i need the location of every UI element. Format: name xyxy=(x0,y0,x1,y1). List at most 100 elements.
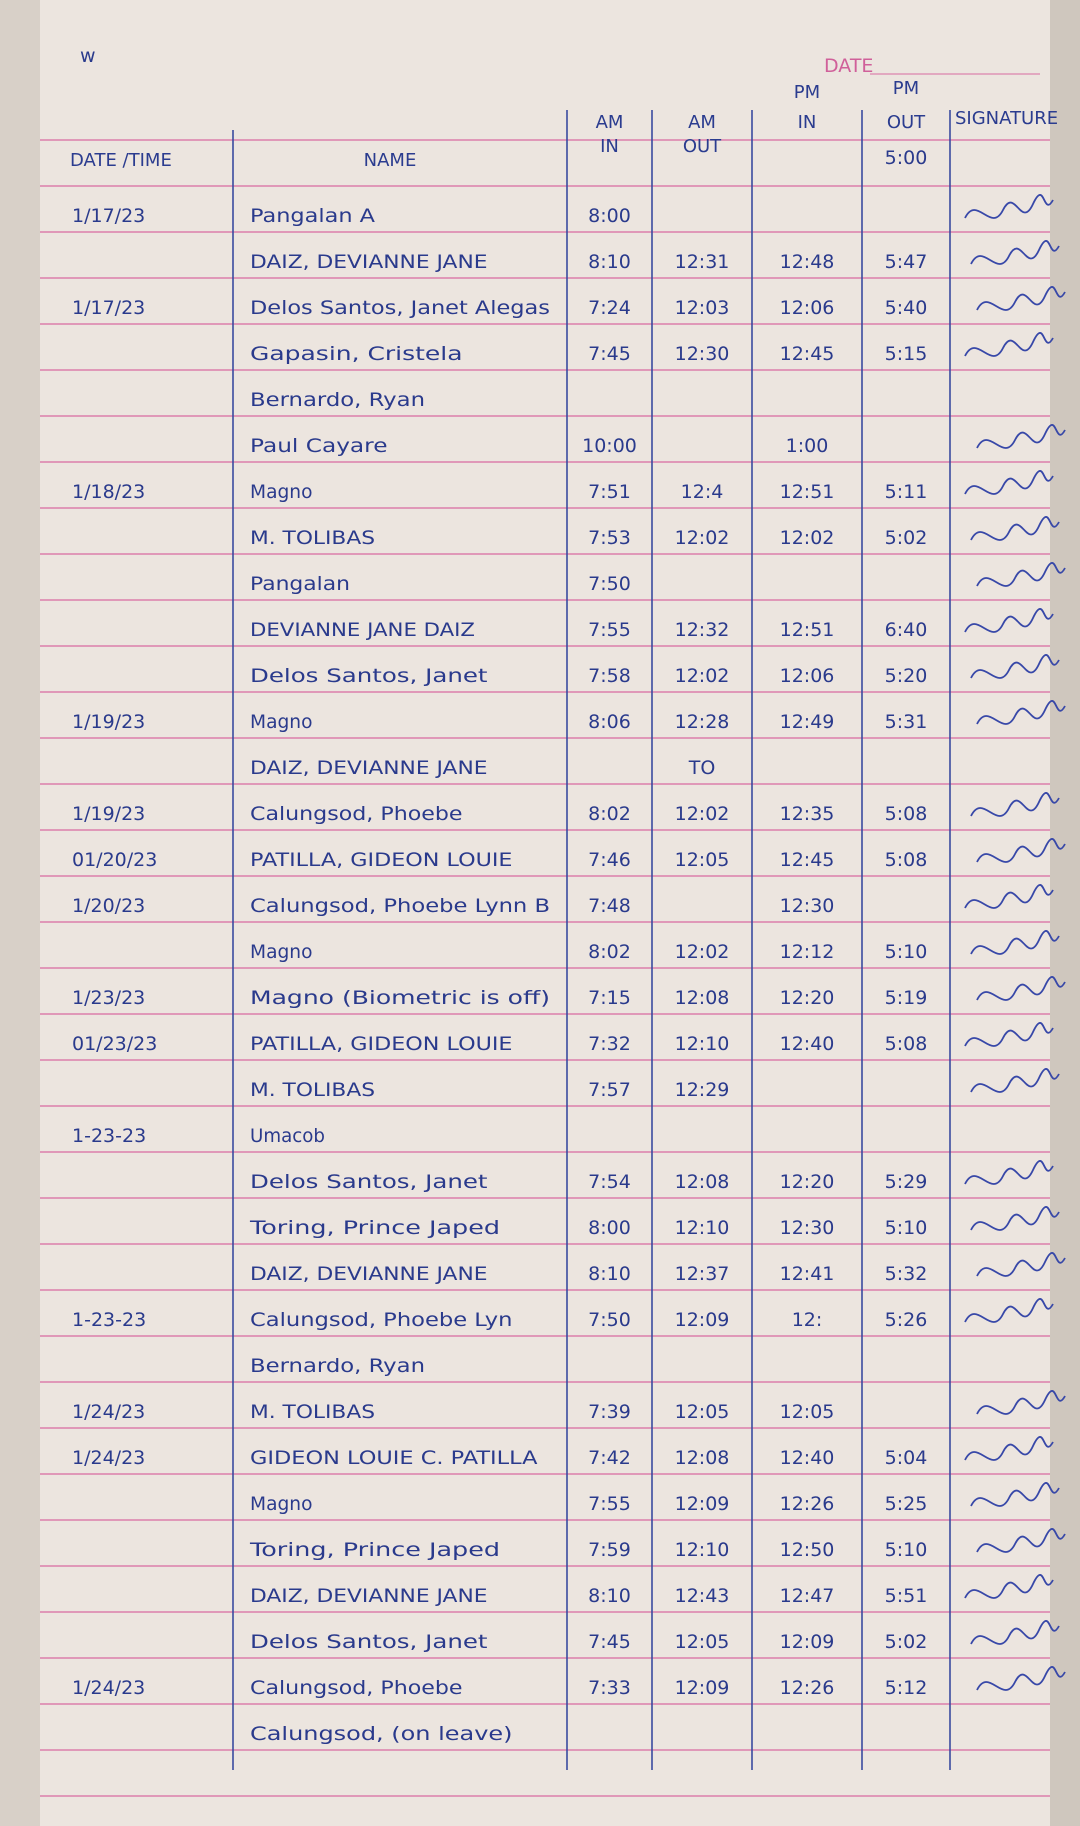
column-header: OUT xyxy=(887,112,926,133)
group-header: PM xyxy=(893,78,919,99)
time-am-in: 7:48 xyxy=(588,895,631,917)
row-name: Magno (Biometric is off) xyxy=(250,987,550,1009)
time-pm-in: 12:12 xyxy=(780,941,835,963)
row-date: 1/18/23 xyxy=(72,481,145,503)
time-pm-out: 5:26 xyxy=(885,1309,928,1331)
time-pm-out: 5:10 xyxy=(885,941,928,963)
time-am-in: 7:39 xyxy=(588,1401,631,1423)
time-am-out: 12:10 xyxy=(675,1217,730,1239)
time-am-in: 8:02 xyxy=(588,803,631,825)
time-am-in: 8:10 xyxy=(588,1263,631,1285)
ruling xyxy=(40,110,1050,1797)
time-am-out: 12:4 xyxy=(681,481,724,503)
signature-scribble xyxy=(976,1666,1066,1691)
time-am-in: 8:10 xyxy=(588,251,631,273)
time-pm-out: 5:12 xyxy=(885,1677,928,1699)
time-am-out: 12:43 xyxy=(675,1585,730,1607)
row-name: M. TOLIBAS xyxy=(250,1401,375,1423)
column-header: IN xyxy=(798,112,817,133)
signature-scribble xyxy=(964,1298,1054,1323)
row-name: Bernardo, Ryan xyxy=(250,1355,425,1377)
row-date: 1/17/23 xyxy=(72,297,145,319)
time-am-in: 7:42 xyxy=(588,1447,631,1469)
time-am-in: 7:55 xyxy=(588,619,631,641)
signature-scribble xyxy=(976,838,1066,863)
time-pm-in: 12:41 xyxy=(780,1263,835,1285)
row-name: Magno xyxy=(250,481,313,503)
time-pm-out: 5:25 xyxy=(885,1493,928,1515)
row-name: PATILLA, GIDEON LOUIE xyxy=(250,1033,513,1055)
time-am-out: 12:02 xyxy=(675,527,730,549)
time-am-in: 8:10 xyxy=(588,1585,631,1607)
signature-scribble xyxy=(964,608,1054,633)
time-pm-out: 5:31 xyxy=(885,711,928,733)
row-name: DEVIANNE JANE DAIZ xyxy=(250,619,475,641)
time-pm-in: 12:20 xyxy=(780,1171,835,1193)
signature-scribble xyxy=(970,1206,1060,1231)
time-am-out: 12:31 xyxy=(675,251,730,273)
time-pm-out: 5:10 xyxy=(885,1539,928,1561)
signature-scribble xyxy=(970,1620,1060,1645)
signature-scribble xyxy=(964,194,1054,219)
group-header: PM xyxy=(794,82,820,103)
entries: AM AM PM PM DATE /TIME NAME IN OUT IN OUT SIGNATUR… xyxy=(70,78,1066,1745)
time-am-out: 12:05 xyxy=(675,1401,730,1423)
time-pm-in: 12:50 xyxy=(780,1539,835,1561)
time-am-out: 12:02 xyxy=(675,941,730,963)
time-am-in: 7:45 xyxy=(588,343,631,365)
row-name: Calungsod, Phoebe Lyn xyxy=(250,1309,513,1331)
row-name: Calungsod, Phoebe xyxy=(250,803,463,825)
time-am-out: 12:10 xyxy=(675,1033,730,1055)
time-pm-in: 12:02 xyxy=(780,527,835,549)
row-name: PATILLA, GIDEON LOUIE xyxy=(250,849,513,871)
signature-scribble xyxy=(964,470,1054,495)
time-pm-in: 12:45 xyxy=(780,849,835,871)
row-name: Gapasin, Cristela xyxy=(250,343,463,365)
row-date: 01/20/23 xyxy=(72,849,157,871)
row-name: Toring, Prince Japed xyxy=(249,1217,500,1239)
time-pm-out: 5:51 xyxy=(885,1585,928,1607)
time-am-out: 12:08 xyxy=(675,987,730,1009)
row-date: 1/17/23 xyxy=(72,205,145,227)
time-pm-out: 5:32 xyxy=(885,1263,928,1285)
time-pm-out: 6:40 xyxy=(885,619,928,641)
row-date: 1/24/23 xyxy=(72,1401,145,1423)
time-am-in: 7:59 xyxy=(588,1539,631,1561)
row-name: Calungsod, Phoebe xyxy=(250,1677,463,1699)
time-pm-in: 12:49 xyxy=(780,711,835,733)
row-name: Magno xyxy=(250,1493,313,1515)
time-pm-out: 5:08 xyxy=(885,1033,928,1055)
row-name: Toring, Prince Japed xyxy=(249,1539,500,1561)
page-edge xyxy=(1050,0,1080,1826)
signature-scribble xyxy=(970,516,1060,541)
column-header: IN xyxy=(600,136,619,157)
row-name: Delos Santos, Janet xyxy=(250,665,488,687)
row-date: 01/23/23 xyxy=(72,1033,157,1055)
time-am-in: 7:46 xyxy=(588,849,631,871)
time-pm-in: 12:20 xyxy=(780,987,835,1009)
time-pm-in: 12:40 xyxy=(780,1447,835,1469)
time-am-out: 12:08 xyxy=(675,1447,730,1469)
column-header: SIGNATURE xyxy=(955,108,1058,129)
time-am-in: 7:33 xyxy=(588,1677,631,1699)
time-am-in: 7:58 xyxy=(588,665,631,687)
group-header: AM xyxy=(688,112,716,133)
signature-scribble xyxy=(964,1436,1054,1461)
signature-scribble xyxy=(976,1390,1066,1415)
group-header: AM xyxy=(596,112,624,133)
signature-scribble xyxy=(970,1068,1060,1093)
time-pm-out: 5:08 xyxy=(885,849,928,871)
time-pm-in: 12:47 xyxy=(780,1585,835,1607)
row-name: Delos Santos, Janet xyxy=(250,1171,488,1193)
time-am-out: 12:05 xyxy=(675,1631,730,1653)
time-pm-in: 12:48 xyxy=(780,251,835,273)
row-name: Delos Santos, Janet xyxy=(250,1631,488,1653)
signature-scribble xyxy=(976,1252,1066,1277)
time-pm-in: 12:06 xyxy=(780,665,835,687)
time-am-in: 10:00 xyxy=(582,435,637,457)
row-name: DAIZ, DEVIANNE JANE xyxy=(250,1263,488,1285)
row-name: DAIZ, DEVIANNE JANE xyxy=(250,757,488,779)
time-am-out: 12:37 xyxy=(675,1263,730,1285)
row-name: Magno xyxy=(250,711,313,733)
